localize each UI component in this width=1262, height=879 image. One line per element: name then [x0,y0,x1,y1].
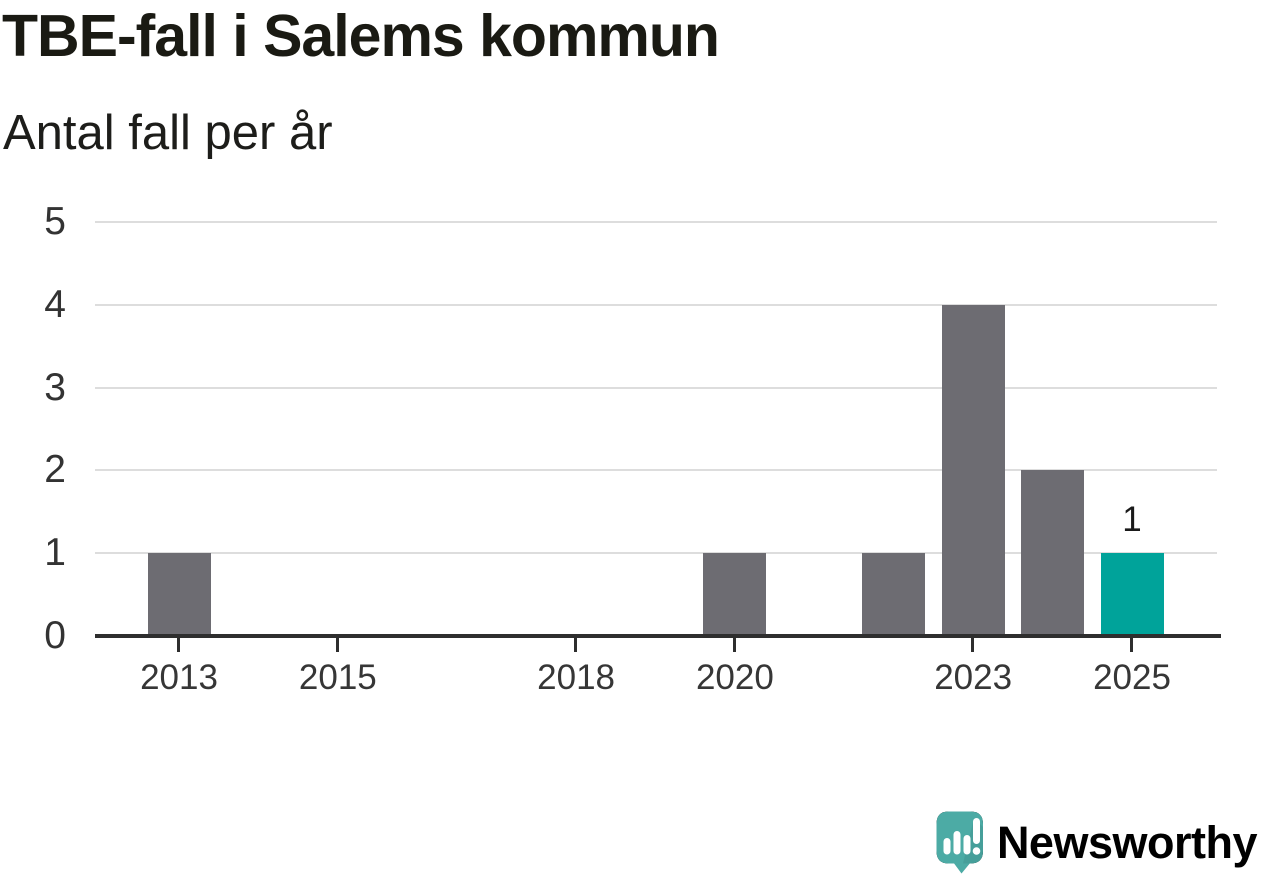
x-axis-tick-label-2025: 2025 [1093,658,1171,697]
bar-2025 [1100,553,1164,636]
x-axis-tick-2015 [335,638,339,652]
brand-footer: Newsworthy [936,811,1258,874]
x-axis-tick-2020 [732,638,736,652]
y-gridline-5 [95,221,1217,223]
newsworthy-logo-icon [936,811,983,874]
x-axis-tick-2025 [1130,638,1133,652]
bar-2013 [147,553,211,636]
bar-2022 [862,553,926,636]
y-gridline-2 [95,469,1217,472]
x-axis-line [95,634,1221,638]
bar-2023 [941,304,1005,636]
brand-name: Newsworthy [996,816,1258,868]
x-axis-tick-label-2023: 2023 [934,658,1013,697]
y-axis-tick-label-3: 3 [44,365,66,409]
y-axis-tick-label-4: 4 [44,282,66,326]
y-axis-tick-label-2: 2 [44,448,66,492]
y-gridline-4 [95,303,1217,306]
bar-2024 [1021,470,1085,636]
page-title: TBE-fall i Salems kommun [2,3,720,69]
x-axis-tick-2018 [574,638,578,652]
y-gridline-1 [95,552,1217,555]
x-axis-tick-2023 [971,638,975,652]
x-axis-tick-label-2018: 2018 [537,658,616,697]
chart-subtitle: Antal fall per år [3,106,333,160]
y-gridline-3 [95,386,1217,389]
x-axis-tick-label-2013: 2013 [140,658,218,697]
y-axis-tick-label-0: 0 [44,614,66,657]
x-axis-tick-label-2015: 2015 [298,658,377,697]
y-axis-tick-label-5: 5 [44,200,66,243]
bar-2020 [703,553,767,636]
x-axis-tick-2013 [177,638,180,652]
bar-value-label-2025: 1 [1122,500,1142,539]
y-axis-tick-label-1: 1 [44,531,66,575]
x-axis-tick-label-2020: 2020 [695,658,774,697]
